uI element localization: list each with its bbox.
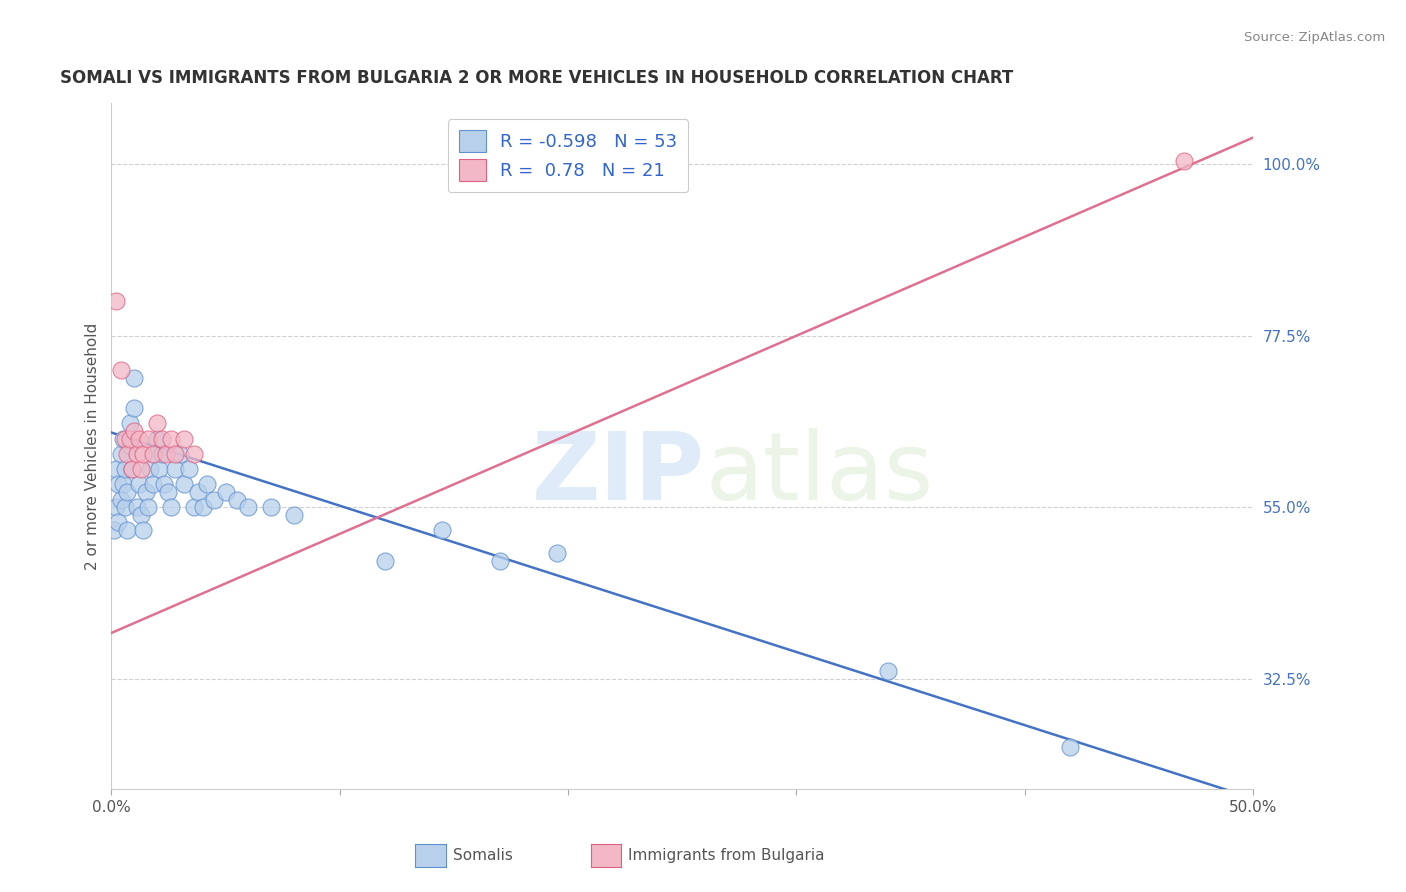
Point [143,447,166,461]
Point [122,424,145,438]
Point [148,462,170,476]
Point [202,492,225,507]
Point [121,462,143,476]
Point [117,447,139,461]
Point [118,417,141,431]
Point [111,477,134,491]
Point [125,500,148,515]
Point [122,401,145,416]
Point [136,432,159,446]
Point [117,523,139,537]
Point [238,500,260,515]
Point [118,432,141,446]
Point [139,462,162,476]
Point [104,462,127,476]
Point [107,516,129,530]
Point [114,432,136,446]
Point [118,439,141,453]
Point [195,477,218,491]
Text: Source: ZipAtlas.com: Source: ZipAtlas.com [1244,31,1385,45]
Point [183,447,205,461]
Point [104,294,127,309]
Point [132,523,155,537]
Point [150,432,173,446]
Point [114,462,136,476]
Point [283,508,305,522]
Point [110,447,132,461]
Text: SOMALI VS IMMIGRANTS FROM BULGARIA 2 OR MORE VEHICLES IN HOUSEHOLD CORRELATION C: SOMALI VS IMMIGRANTS FROM BULGARIA 2 OR … [60,69,1014,87]
Point [121,462,143,476]
Point [1059,740,1081,755]
Point [432,523,454,537]
Point [110,363,132,377]
Point [111,432,134,446]
Y-axis label: 2 or more Vehicles in Household: 2 or more Vehicles in Household [86,323,100,570]
Point [114,500,136,515]
Text: ZIP: ZIP [531,427,704,520]
Point [173,432,195,446]
Point [876,664,898,678]
Point [214,485,236,500]
Point [125,447,148,461]
Point [165,462,187,476]
Point [488,553,510,567]
Text: atlas: atlas [704,427,934,520]
Point [107,477,129,491]
Point [153,477,176,491]
Point [129,462,152,476]
Point [157,485,180,500]
Text: Somalis: Somalis [453,848,513,863]
Point [132,447,155,461]
Point [173,477,195,491]
Point [136,500,159,515]
Point [146,417,169,431]
Point [122,370,145,384]
Point [260,500,283,515]
Point [159,432,181,446]
Point [546,546,568,560]
Point [150,447,173,461]
Point [146,432,169,446]
Point [110,492,132,507]
Point [191,500,214,515]
Point [141,477,163,491]
Text: Immigrants from Bulgaria: Immigrants from Bulgaria [628,848,825,863]
Point [165,447,187,461]
Point [374,553,396,567]
Point [159,500,181,515]
Point [169,447,191,461]
Point [141,447,163,461]
Point [128,477,150,491]
Point [1173,153,1195,168]
Point [135,485,157,500]
Point [226,492,249,507]
Point [177,462,200,476]
Point [187,485,209,500]
Point [183,500,205,515]
Point [128,432,150,446]
Point [104,500,127,515]
Point [155,447,177,461]
Point [129,508,152,522]
Point [103,523,125,537]
Legend: R = -0.598   N = 53, R =  0.78   N = 21: R = -0.598 N = 53, R = 0.78 N = 21 [449,120,688,192]
Point [117,485,139,500]
